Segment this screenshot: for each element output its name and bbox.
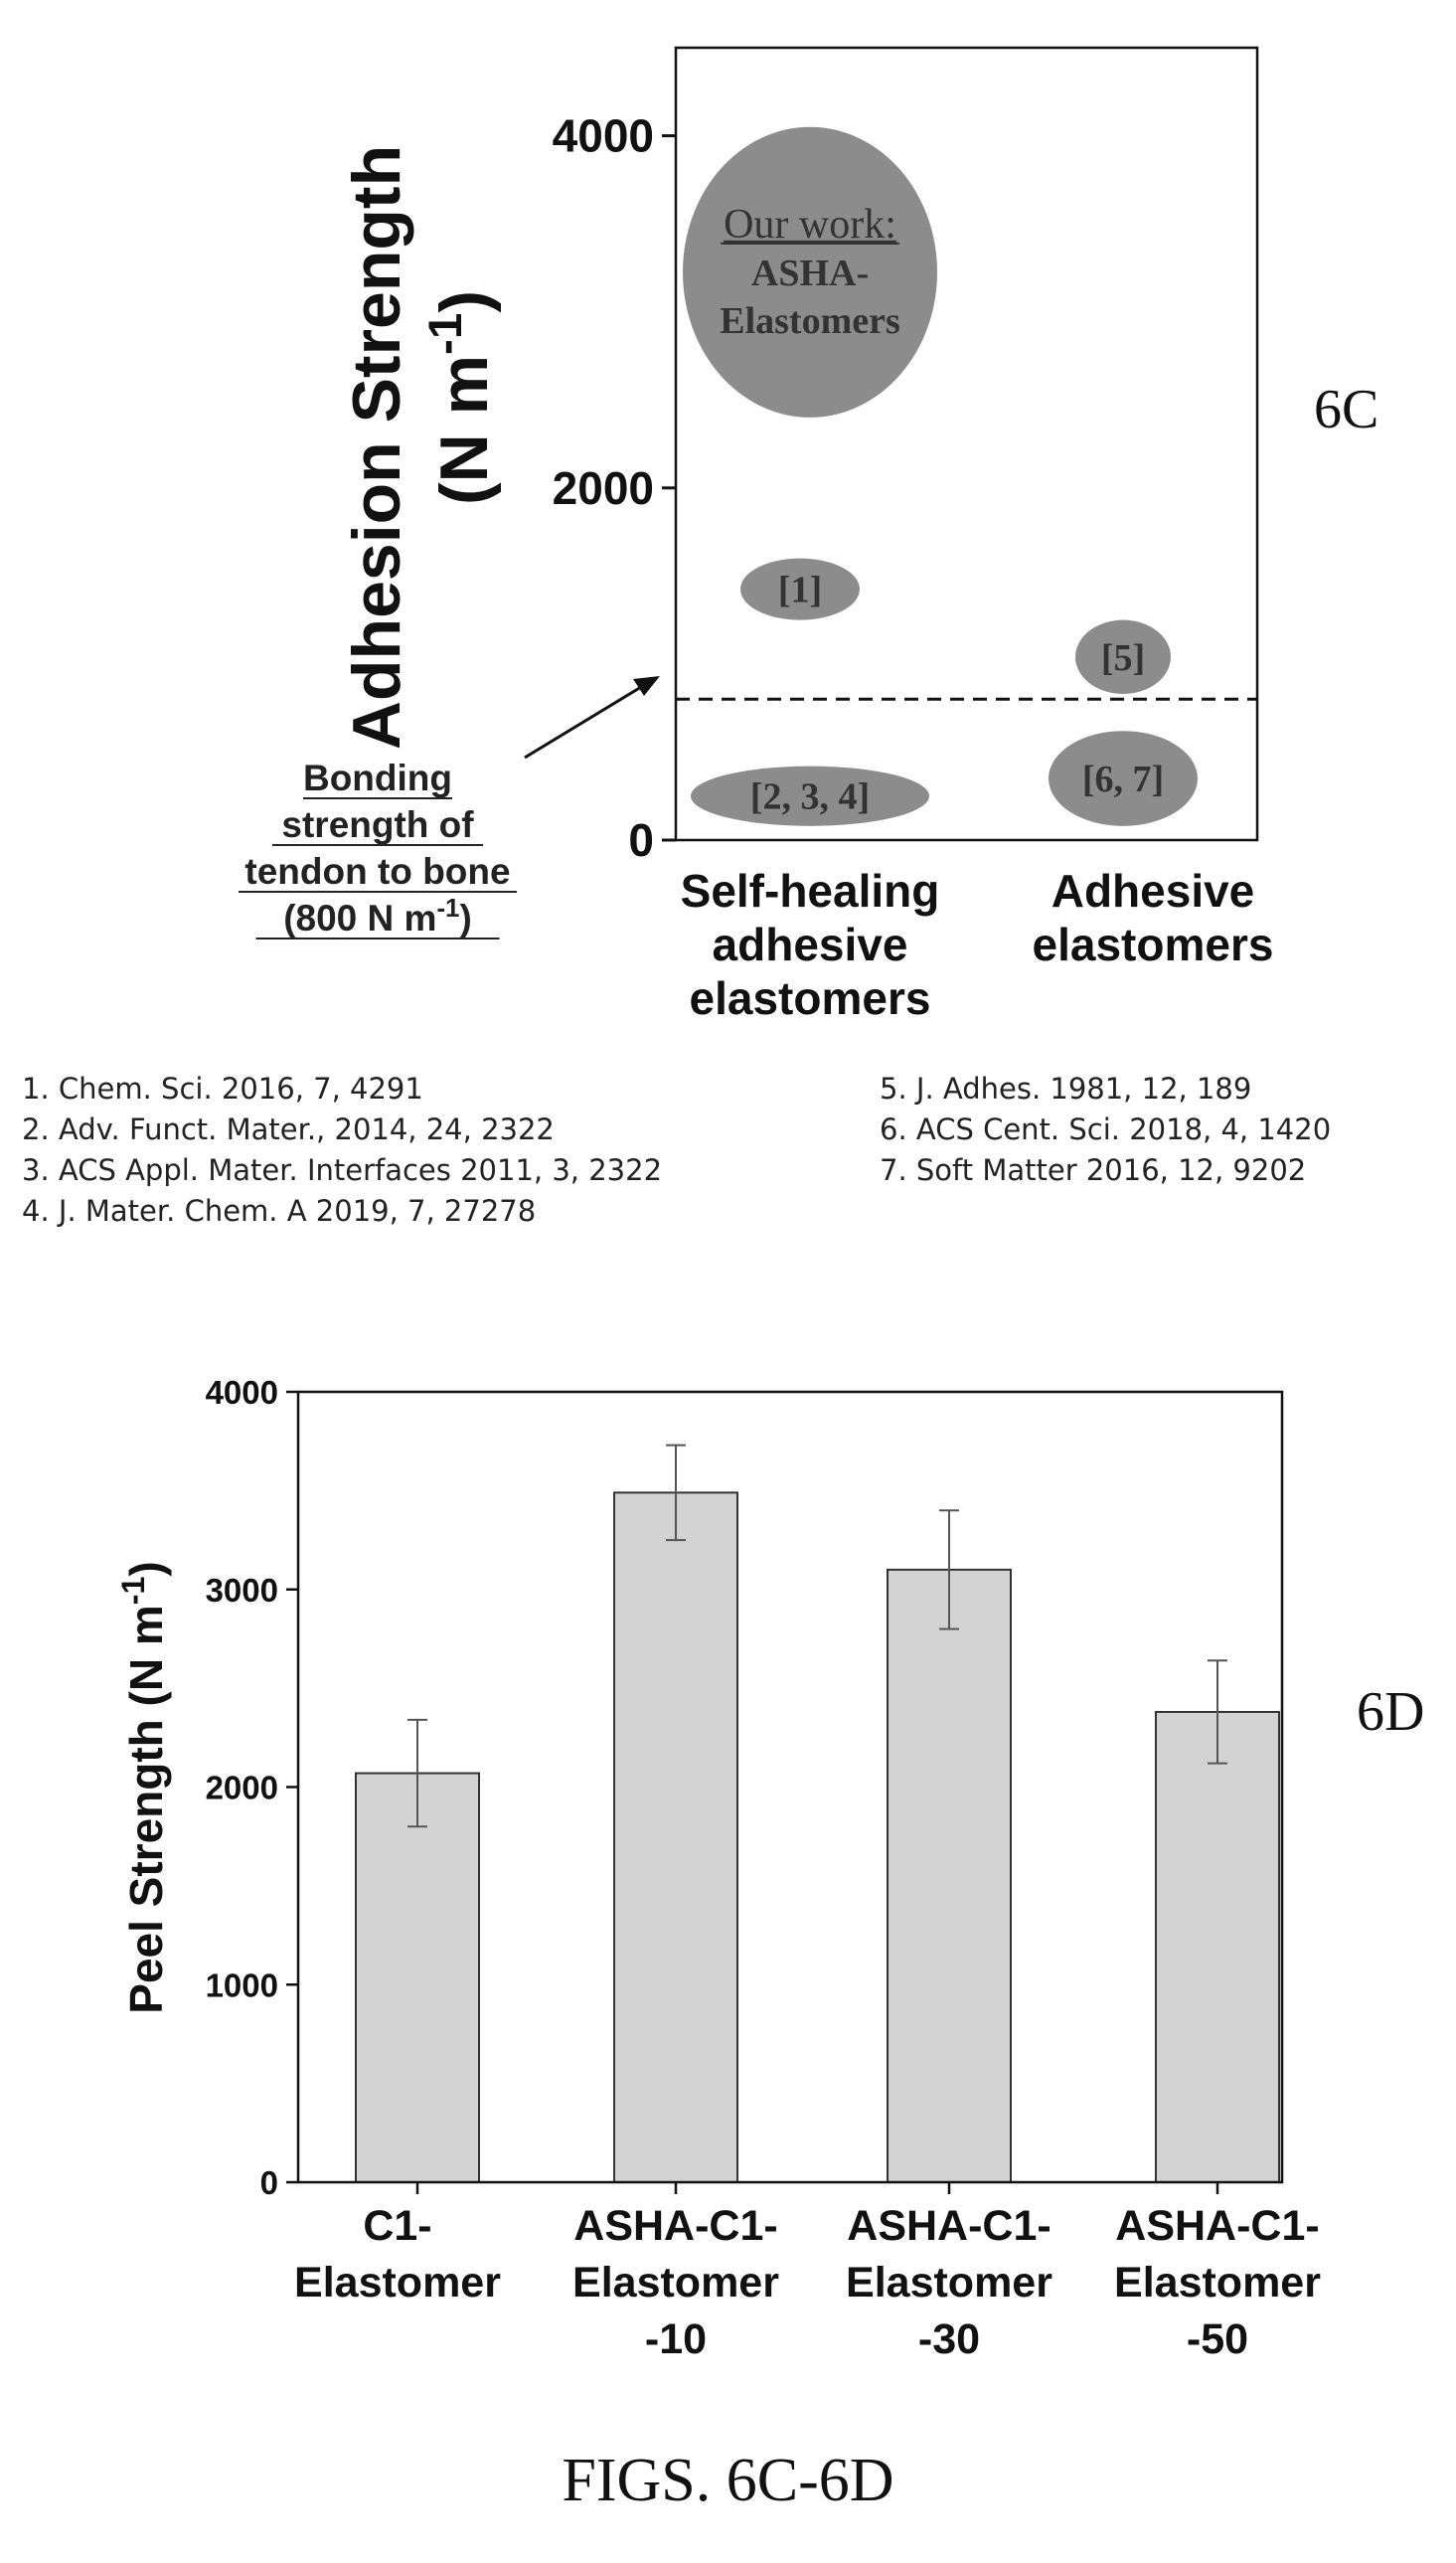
x-category-label: elastomers [690, 972, 931, 1024]
figure-caption: FIGS. 6C-6D [562, 2447, 894, 2514]
region-label: Elastomers [720, 300, 900, 342]
y-axis-unit: (N m-1) [419, 290, 503, 505]
annotation-arrow-head [633, 676, 660, 696]
annotation-text: tendon to bone [244, 851, 510, 892]
x-category-label: elastomers [1033, 919, 1274, 970]
data-region-ellipse [683, 126, 937, 418]
y-tick-label: 4000 [206, 1374, 278, 1411]
adhesion-strength-chart: Our work: ASHA- Elastomers [1] [2, 3, 4] [5] [… [239, 46, 1274, 1024]
region-label: ASHA- [751, 253, 869, 294]
x-category-label: ASHA-C1- [847, 2202, 1051, 2250]
x-category-label: -10 [645, 2315, 707, 2363]
y-tick-label: 0 [260, 2164, 278, 2201]
reference-item: 2. Adv. Funct. Mater., 2014, 24, 2322 [22, 1112, 555, 1146]
annotation-arrow-shaft [524, 682, 647, 760]
bar [355, 1772, 480, 2183]
panel-label-6c: 6C [1314, 379, 1379, 440]
plot-frame [674, 46, 1259, 842]
region-label: [1] [778, 570, 822, 611]
peel-strength-chart: 0 1000 2000 3000 4000 Peel Strength (N m-1) C1… [115, 1374, 1321, 2363]
reference-item: 6. ACS Cent. Sci. 2018, 4, 1420 [880, 1112, 1332, 1146]
x-category-label: C1- [363, 2202, 431, 2250]
x-category-label: adhesive [713, 919, 908, 970]
y-tick-label: 1000 [206, 1966, 278, 2003]
y-tick-label: 4000 [553, 110, 654, 162]
data-region-ellipse [740, 558, 860, 620]
region-label: [2, 3, 4] [750, 776, 870, 818]
bar [1155, 1710, 1280, 2183]
data-region-ellipse [1049, 731, 1198, 826]
reference-item: 4. J. Mater. Chem. A 2019, 7, 27278 [22, 1194, 537, 1228]
region-label: [5] [1101, 637, 1145, 679]
x-category-label: Elastomer [572, 2259, 779, 2307]
annotation-text: strength of [281, 804, 474, 845]
x-category-label: Elastomer [846, 2259, 1052, 2307]
data-region-ellipse [1075, 619, 1171, 694]
reference-item: 7. Soft Matter 2016, 12, 9202 [880, 1153, 1307, 1187]
reference-item: 5. J. Adhes. 1981, 12, 189 [880, 1072, 1252, 1106]
reference-item: 3. ACS Appl. Mater. Interfaces 2011, 3, … [22, 1153, 663, 1187]
y-tick-label: 0 [628, 814, 654, 866]
annotation-text: Bonding [303, 758, 452, 798]
x-category-label: -30 [918, 2315, 980, 2363]
region-label: [6, 7] [1082, 759, 1164, 800]
x-category-label: -50 [1187, 2315, 1248, 2363]
data-region-ellipse [691, 766, 929, 826]
y-tick-label: 3000 [206, 1572, 278, 1609]
region-label: Our work: [724, 202, 896, 248]
y-axis-title: Peel Strength (N m-1) [115, 1561, 172, 2013]
x-category-label: Adhesive [1052, 865, 1255, 917]
bar [887, 1568, 1012, 2183]
x-category-label: ASHA-C1- [1115, 2202, 1319, 2250]
y-tick-label: 2000 [206, 1770, 278, 1806]
x-category-label: Elastomer [1114, 2259, 1321, 2307]
references-right: 5. J. Adhes. 1981, 12, 189 6. ACS Cent. … [880, 1069, 1331, 1191]
y-tick-label: 2000 [553, 462, 654, 514]
x-category-label: Self-healing [681, 865, 940, 917]
x-category-label: ASHA-C1- [573, 2202, 777, 2250]
x-category-label: Elastomer [294, 2259, 501, 2307]
annotation-text: (800 N m-1) [283, 895, 472, 939]
reference-item: 1. Chem. Sci. 2016, 7, 4291 [22, 1072, 423, 1106]
references-left: 1. Chem. Sci. 2016, 7, 4291 2. Adv. Func… [22, 1069, 662, 1232]
y-axis-title: Adhesion Strength [339, 145, 414, 750]
panel-label-6d: 6D [1357, 1681, 1425, 1743]
bar [613, 1491, 738, 2184]
